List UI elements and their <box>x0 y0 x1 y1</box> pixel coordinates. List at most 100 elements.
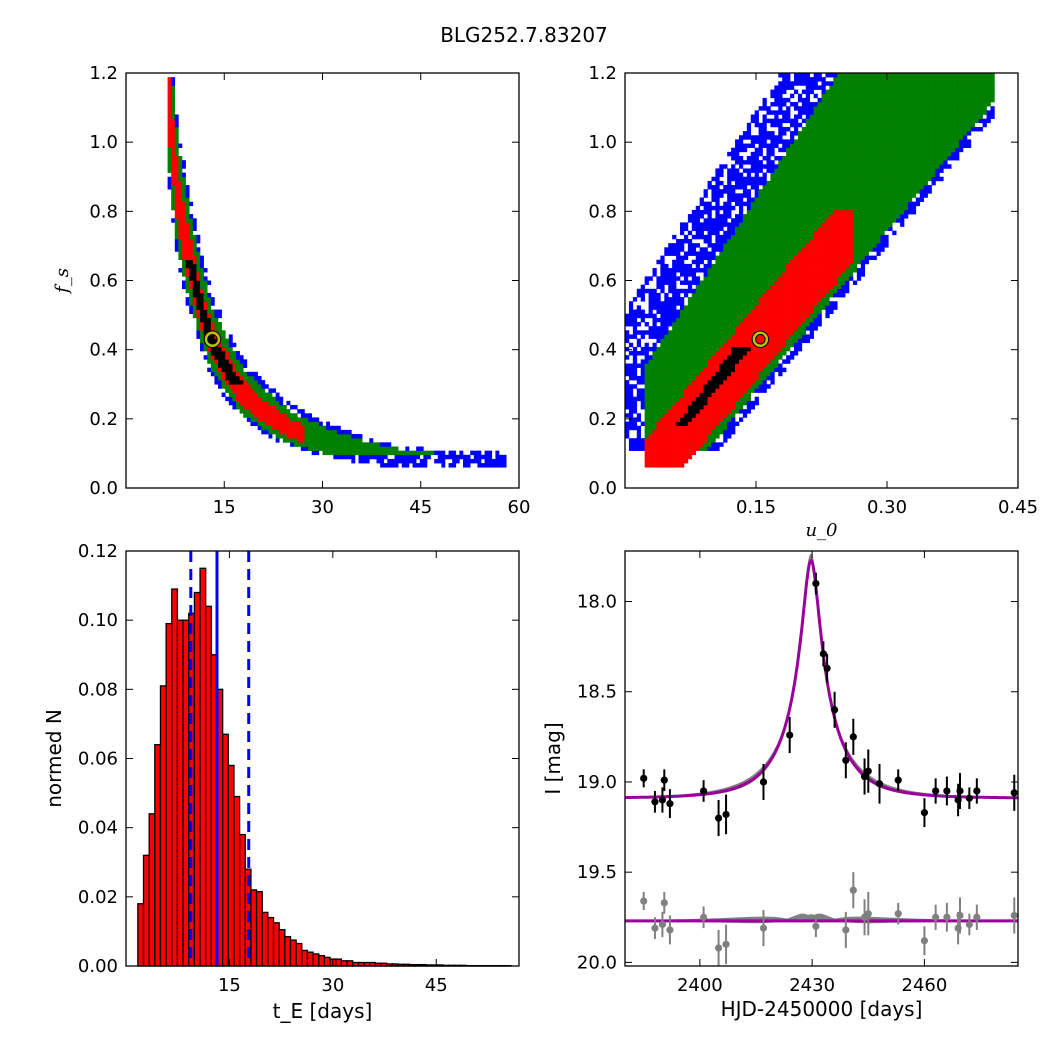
confidence-cell <box>731 322 736 327</box>
confidence-cell <box>707 222 712 227</box>
confidence-cell <box>203 326 208 331</box>
confidence-cell <box>833 118 838 124</box>
confidence-cell <box>225 351 230 356</box>
confidence-cell <box>329 425 334 431</box>
confidence-cell <box>888 160 893 165</box>
confidence-cell <box>723 309 728 314</box>
confidence-cell <box>719 218 724 223</box>
confidence-cell <box>770 197 775 202</box>
confidence-cell <box>676 301 681 306</box>
confidence-cell <box>680 297 685 302</box>
confidence-cell <box>774 351 779 356</box>
confidence-cell <box>632 442 638 447</box>
confidence-cell <box>892 122 897 128</box>
confidence-cell <box>695 442 700 447</box>
confidence-cell <box>735 346 740 352</box>
confidence-cell <box>228 400 233 406</box>
confidence-cell <box>845 131 850 136</box>
confidence-cell <box>786 85 791 90</box>
confidence-cell <box>182 239 186 244</box>
confidence-cell <box>264 425 269 431</box>
confidence-cell <box>699 346 704 352</box>
confidence-cell <box>703 313 708 319</box>
confidence-cell <box>750 272 755 277</box>
confidence-cell <box>664 400 669 406</box>
confidence-cell <box>872 168 877 173</box>
confidence-cell <box>900 97 905 103</box>
confidence-cell <box>896 73 901 78</box>
confidence-cell <box>683 222 689 227</box>
confidence-cell <box>628 442 634 447</box>
confidence-cell <box>189 263 194 269</box>
confidence-cell <box>754 359 759 364</box>
confidence-cell <box>900 135 905 140</box>
confidence-cell <box>652 446 657 451</box>
confidence-cell <box>817 305 822 310</box>
confidence-cell <box>723 417 728 422</box>
confidence-cell <box>715 309 720 314</box>
confidence-cell <box>660 392 665 397</box>
confidence-cell <box>676 355 681 360</box>
confidence-cell <box>801 172 807 178</box>
confidence-cell <box>707 284 712 290</box>
confidence-cell <box>852 126 858 132</box>
confidence-cell <box>735 359 740 364</box>
confidence-cell <box>683 280 689 285</box>
confidence-cell <box>746 409 752 414</box>
confidence-cell <box>821 126 826 132</box>
confidence-cell <box>746 355 752 360</box>
confidence-cell <box>813 276 818 281</box>
confidence-cell <box>746 259 752 265</box>
confidence-cell <box>801 330 807 335</box>
confidence-cell <box>416 446 421 451</box>
confidence-cell <box>185 247 190 252</box>
confidence-cell <box>754 338 759 344</box>
confidence-cell <box>762 164 767 169</box>
confidence-cell <box>746 156 752 161</box>
confidence-cell <box>754 176 759 182</box>
confidence-cell <box>754 160 759 165</box>
confidence-cell <box>801 89 807 95</box>
confidence-cell <box>754 305 759 310</box>
confidence-cell <box>825 201 830 207</box>
confidence-cell <box>695 230 700 236</box>
confidence-cell <box>927 156 932 161</box>
confidence-cell <box>174 185 179 190</box>
confidence-cell <box>239 392 244 397</box>
confidence-cell <box>731 263 736 269</box>
confidence-cell <box>790 209 795 215</box>
confidence-cell <box>770 351 775 356</box>
confidence-cell <box>837 89 842 95</box>
confidence-cell <box>797 247 803 252</box>
confidence-cell <box>793 160 799 165</box>
confidence-cell <box>699 301 704 306</box>
confidence-cell <box>805 251 811 256</box>
confidence-cell <box>625 330 630 335</box>
confidence-cell <box>849 189 854 194</box>
confidence-cell <box>750 297 755 302</box>
confidence-cell <box>192 288 197 294</box>
confidence-cell <box>849 156 854 161</box>
confidence-cell <box>742 147 748 153</box>
confidence-cell <box>829 214 834 219</box>
confidence-cell <box>660 346 665 352</box>
confidence-cell <box>171 85 176 90</box>
confidence-cell <box>648 326 653 331</box>
confidence-cell <box>782 143 787 148</box>
confidence-cell <box>405 454 410 460</box>
confidence-cell <box>829 139 834 144</box>
confidence-cell <box>656 392 661 397</box>
confidence-cell <box>833 301 838 306</box>
confidence-cell <box>731 147 736 153</box>
confidence-cell <box>845 251 850 256</box>
confidence-cell <box>644 438 649 443</box>
confidence-cell <box>762 226 767 231</box>
confidence-cell <box>727 276 732 281</box>
confidence-cell <box>801 247 807 252</box>
confidence-cell <box>644 405 649 410</box>
confidence-cell <box>676 421 681 427</box>
confidence-cell <box>896 218 901 223</box>
confidence-cell <box>935 102 940 107</box>
confidence-cell <box>719 342 724 348</box>
